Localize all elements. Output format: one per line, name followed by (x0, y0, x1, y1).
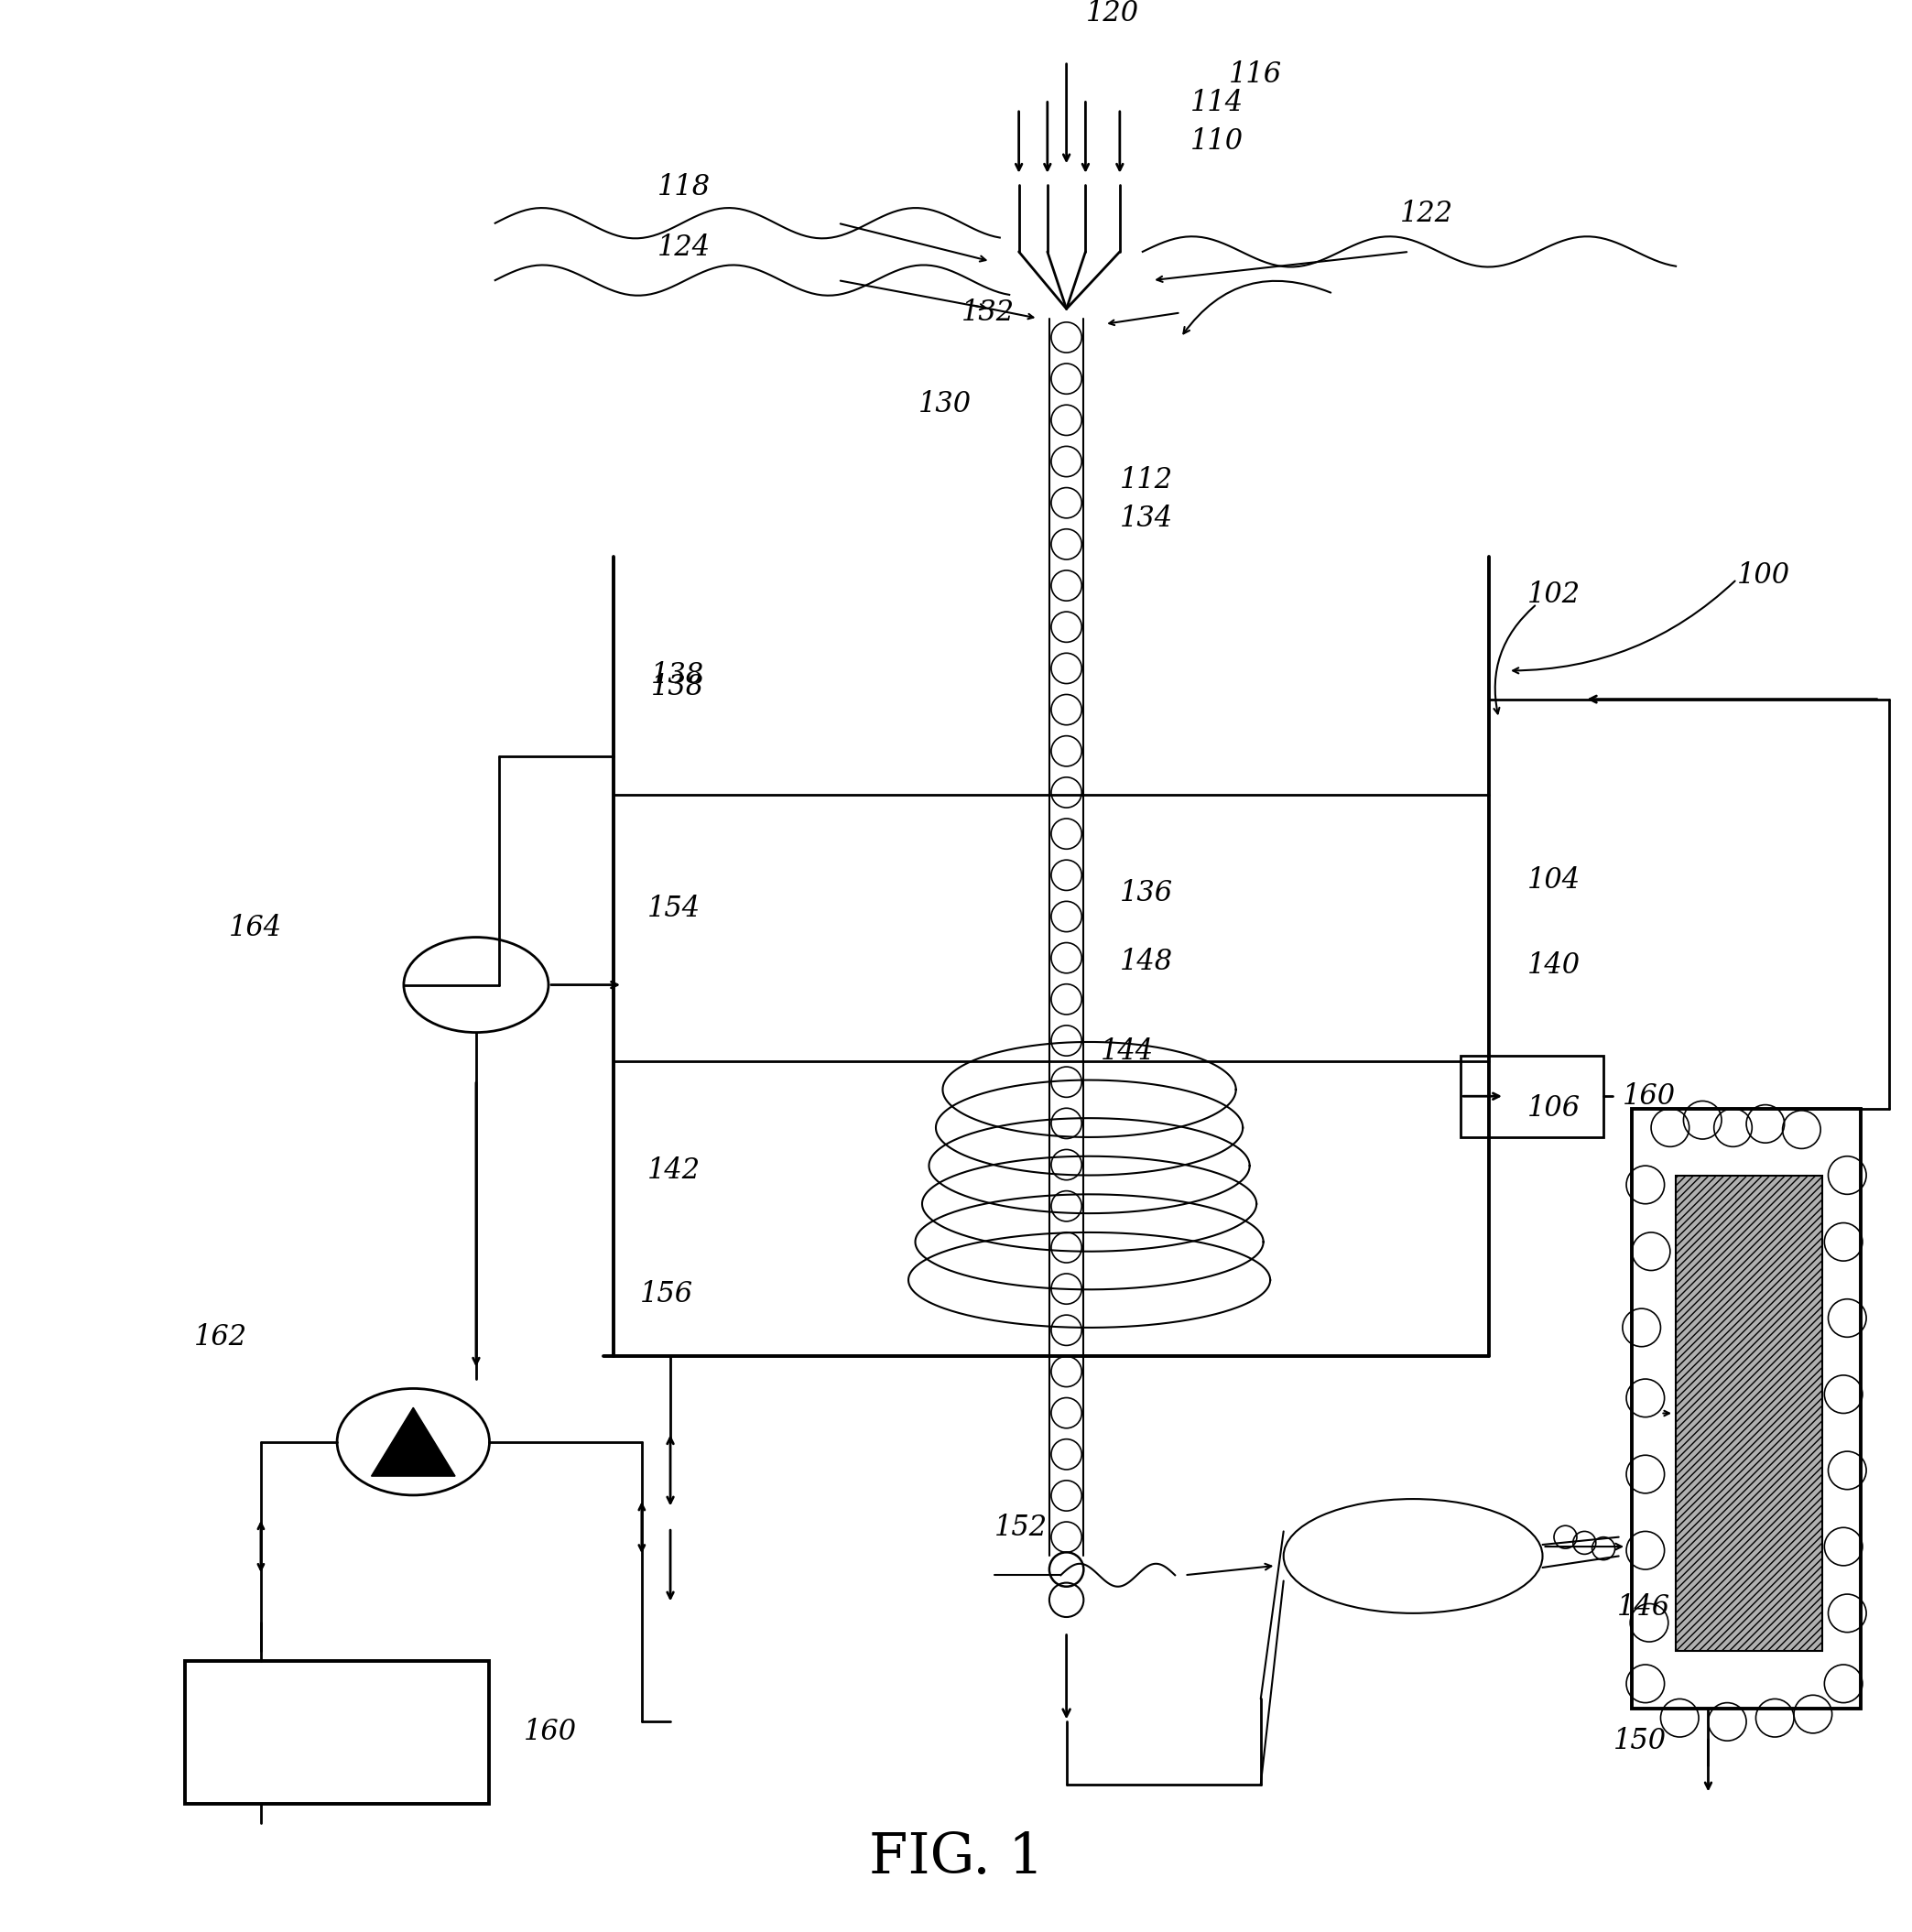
Text: 132: 132 (962, 298, 1015, 327)
Text: 150: 150 (1614, 1727, 1665, 1754)
Text: 138: 138 (652, 661, 704, 690)
Bar (185, 1662, 489, 1804)
Polygon shape (371, 1408, 455, 1476)
Text: 152: 152 (994, 1513, 1048, 1542)
Text: 120: 120 (1086, 0, 1140, 27)
Text: 106: 106 (1528, 1094, 1581, 1122)
Text: 140: 140 (1528, 952, 1581, 980)
Text: 114: 114 (1191, 89, 1243, 118)
Text: 146: 146 (1618, 1594, 1669, 1621)
Text: 122: 122 (1400, 199, 1453, 228)
Text: 116: 116 (1228, 60, 1281, 89)
Text: 124: 124 (658, 234, 709, 263)
Text: 154: 154 (648, 895, 700, 923)
Text: 112: 112 (1120, 466, 1172, 495)
Text: 110: 110 (1191, 128, 1243, 155)
Text: 162: 162 (195, 1323, 247, 1350)
Text: 142: 142 (648, 1157, 700, 1184)
Bar (1461, 1055, 1604, 1138)
Text: 104: 104 (1528, 866, 1581, 895)
Text: 160: 160 (524, 1718, 577, 1747)
Bar (1633, 1109, 1860, 1708)
Text: FIG. 1: FIG. 1 (868, 1832, 1044, 1886)
Bar (1675, 1175, 1822, 1652)
Text: 100: 100 (1736, 560, 1790, 589)
Text: 148: 148 (1120, 949, 1172, 976)
Text: 134: 134 (1120, 504, 1172, 533)
Text: 144: 144 (1101, 1037, 1155, 1066)
Text: 102: 102 (1528, 580, 1581, 609)
Text: 138: 138 (652, 672, 704, 701)
Text: 160: 160 (1623, 1082, 1675, 1111)
Text: 136: 136 (1120, 879, 1172, 908)
Text: 130: 130 (918, 390, 971, 417)
Text: 118: 118 (658, 172, 709, 201)
Text: 164: 164 (229, 914, 281, 943)
Text: 156: 156 (641, 1281, 694, 1308)
